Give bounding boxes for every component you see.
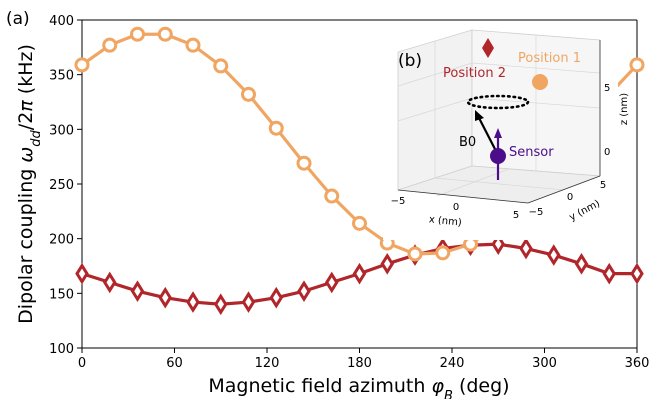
data-point — [491, 233, 506, 255]
inset-x-axis-edge — [397, 189, 529, 204]
data-point — [75, 262, 89, 285]
panel-b-label: (b) — [398, 51, 422, 71]
inset-x-tick: 0 — [453, 202, 459, 213]
data-point — [185, 37, 201, 53]
y-tick-label: 100 — [49, 342, 74, 357]
data-point — [102, 271, 117, 294]
data-point — [241, 86, 256, 102]
inset-3d-schematic: −5 0 5 −5 0 5 0 5 x (nm) y (nm) z (nm) (… — [383, 25, 630, 240]
y-ticks: 100 150 200 250 300 350 400 — [49, 14, 82, 357]
data-point — [352, 215, 367, 231]
position1-label: Position 1 — [518, 51, 581, 66]
data-point — [630, 262, 644, 285]
data-point — [324, 271, 339, 294]
data-point — [380, 252, 395, 275]
data-point — [602, 262, 617, 285]
x-tick-label: 120 — [255, 356, 280, 371]
data-point — [296, 155, 312, 171]
x-tick-label: 60 — [166, 356, 183, 371]
data-point — [241, 291, 256, 313]
x-tick-label: 240 — [440, 356, 465, 371]
y-tick-label: 250 — [49, 178, 74, 193]
sensor-label: Sensor — [509, 145, 554, 160]
inset-z-axis-label: z (nm) — [619, 93, 630, 125]
data-point — [574, 252, 589, 275]
series-position-2 — [75, 233, 644, 316]
y-tick-label: 150 — [49, 287, 74, 302]
y-tick-label: 300 — [49, 123, 74, 138]
position2-marker — [482, 38, 494, 58]
x-tick-label: 360 — [625, 356, 650, 371]
data-point — [102, 37, 118, 53]
data-point — [269, 286, 284, 309]
data-point — [130, 280, 145, 302]
panel-a-label: (a) — [6, 9, 30, 29]
inset-y-tick: −5 — [529, 207, 544, 218]
y-tick-label: 350 — [49, 69, 74, 84]
data-point — [158, 286, 173, 309]
b-field-circle — [466, 94, 530, 110]
data-point — [352, 262, 367, 285]
x-axis-label: Magnetic field azimuth φB (deg) — [208, 375, 509, 399]
data-point — [546, 244, 561, 266]
x-tick-label: 0 — [78, 356, 86, 371]
data-point — [213, 293, 228, 316]
data-point — [324, 188, 340, 204]
data-point — [213, 58, 229, 74]
x-tick-label: 300 — [532, 356, 557, 371]
data-point — [519, 237, 533, 260]
data-point — [186, 291, 200, 313]
b0-arrow — [477, 115, 498, 154]
sensor-spin-arrowhead — [494, 128, 502, 138]
y-tick-label: 200 — [49, 233, 74, 248]
data-point — [74, 57, 90, 73]
position2-label: Position 2 — [443, 66, 506, 81]
sensor-dot — [490, 148, 506, 164]
data-point — [268, 120, 284, 136]
data-point — [130, 26, 145, 42]
inset-y-tick: 5 — [600, 180, 606, 191]
data-point — [435, 245, 451, 261]
position1-marker — [532, 74, 548, 90]
inset-x-tick: −5 — [391, 196, 406, 207]
y-tick-label: 400 — [49, 14, 74, 29]
b0-label: B0 — [459, 135, 476, 150]
x-ticks: 0 60 120 180 240 300 360 — [78, 348, 650, 371]
inset-x-axis-label: x (nm) — [428, 214, 462, 228]
inset-y-tick: 0 — [567, 192, 573, 203]
inset-z-tick: 0 — [604, 147, 610, 158]
inset-y-axis-edge — [527, 175, 601, 204]
data-point — [157, 26, 173, 42]
inset-z-tick: 5 — [604, 83, 610, 94]
inset-grid — [397, 35, 601, 197]
b0-arrowhead — [475, 110, 484, 121]
data-point — [407, 246, 423, 262]
inset-x-tick: 5 — [513, 210, 519, 221]
y-axis-label: Dipolar coupling ωdd/2π (kHz) — [15, 44, 44, 324]
x-tick-label: 180 — [347, 356, 372, 371]
data-point — [297, 280, 311, 302]
data-point — [629, 57, 645, 73]
